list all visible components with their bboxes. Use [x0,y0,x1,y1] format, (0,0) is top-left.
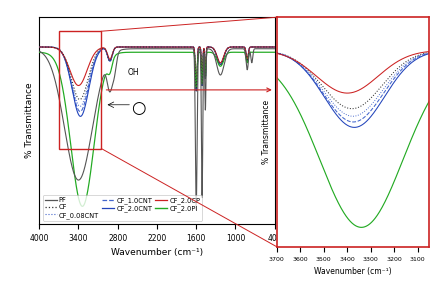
Bar [59,31,102,149]
Legend: PF, CF, CF_0.08CNT, CF_1.0CNT, CF_2.0CNT, CF_2.0CP, CF_2.0PI: PF, CF, CF_0.08CNT, CF_1.0CNT, CF_2.0CNT… [43,195,202,220]
X-axis label: Wavenumber (cm⁻¹): Wavenumber (cm⁻¹) [111,248,203,257]
Text: $\bigcirc$: $\bigcirc$ [131,99,146,117]
Y-axis label: % Transmittance: % Transmittance [262,100,271,164]
X-axis label: Wavenumber (cm⁻¹): Wavenumber (cm⁻¹) [314,267,392,276]
Text: OH: OH [128,68,139,77]
Y-axis label: % Transmittance: % Transmittance [25,83,34,158]
